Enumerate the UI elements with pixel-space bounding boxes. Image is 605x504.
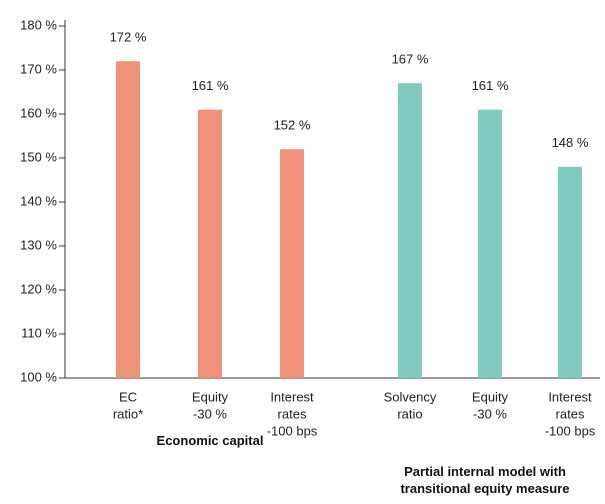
y-tick-label: 120 %: [20, 281, 57, 296]
y-tick-label: 170 %: [20, 61, 57, 76]
group-label: Partial internal model with transitional…: [400, 464, 570, 496]
x-tick-label: Equity: [192, 389, 229, 404]
group-label: Economic capital: [156, 433, 264, 448]
x-tick-label: rates: [278, 406, 307, 421]
x-tick-label: Interest: [548, 389, 592, 404]
value-label: 152 %: [274, 118, 311, 133]
value-label: 161 %: [192, 78, 229, 93]
value-label: 148 %: [552, 135, 589, 150]
x-tick-label: -30 %: [193, 406, 227, 421]
x-tick-label: -100 bps: [545, 423, 596, 438]
x-tick-label: -30 %: [473, 406, 507, 421]
y-tick-label: 160 %: [20, 105, 57, 120]
x-tick-label: EC: [119, 389, 137, 404]
value-label: 167 %: [392, 52, 429, 67]
y-tick-label: 140 %: [20, 193, 57, 208]
value-label: 161 %: [472, 78, 509, 93]
bar: [116, 61, 140, 378]
bar: [558, 166, 582, 378]
y-tick-label: 150 %: [20, 149, 57, 164]
x-tick-label: ratio*: [113, 406, 143, 421]
y-tick-label: 180 %: [20, 17, 57, 32]
x-tick-label: rates: [556, 406, 585, 421]
x-tick-label: ratio: [397, 406, 422, 421]
bar: [398, 83, 422, 378]
y-tick-label: 110 %: [21, 325, 57, 340]
bar: [280, 149, 304, 378]
x-tick-label: Equity: [472, 389, 509, 404]
x-tick-label: Interest: [270, 389, 314, 404]
value-label: 172 %: [110, 30, 147, 45]
y-tick-label: 100 %: [20, 369, 57, 384]
bar: [478, 109, 502, 378]
x-tick-label: Solvency: [384, 389, 437, 404]
y-tick-label: 130 %: [20, 237, 57, 252]
x-tick-label: -100 bps: [267, 423, 318, 438]
bar: [198, 109, 222, 378]
